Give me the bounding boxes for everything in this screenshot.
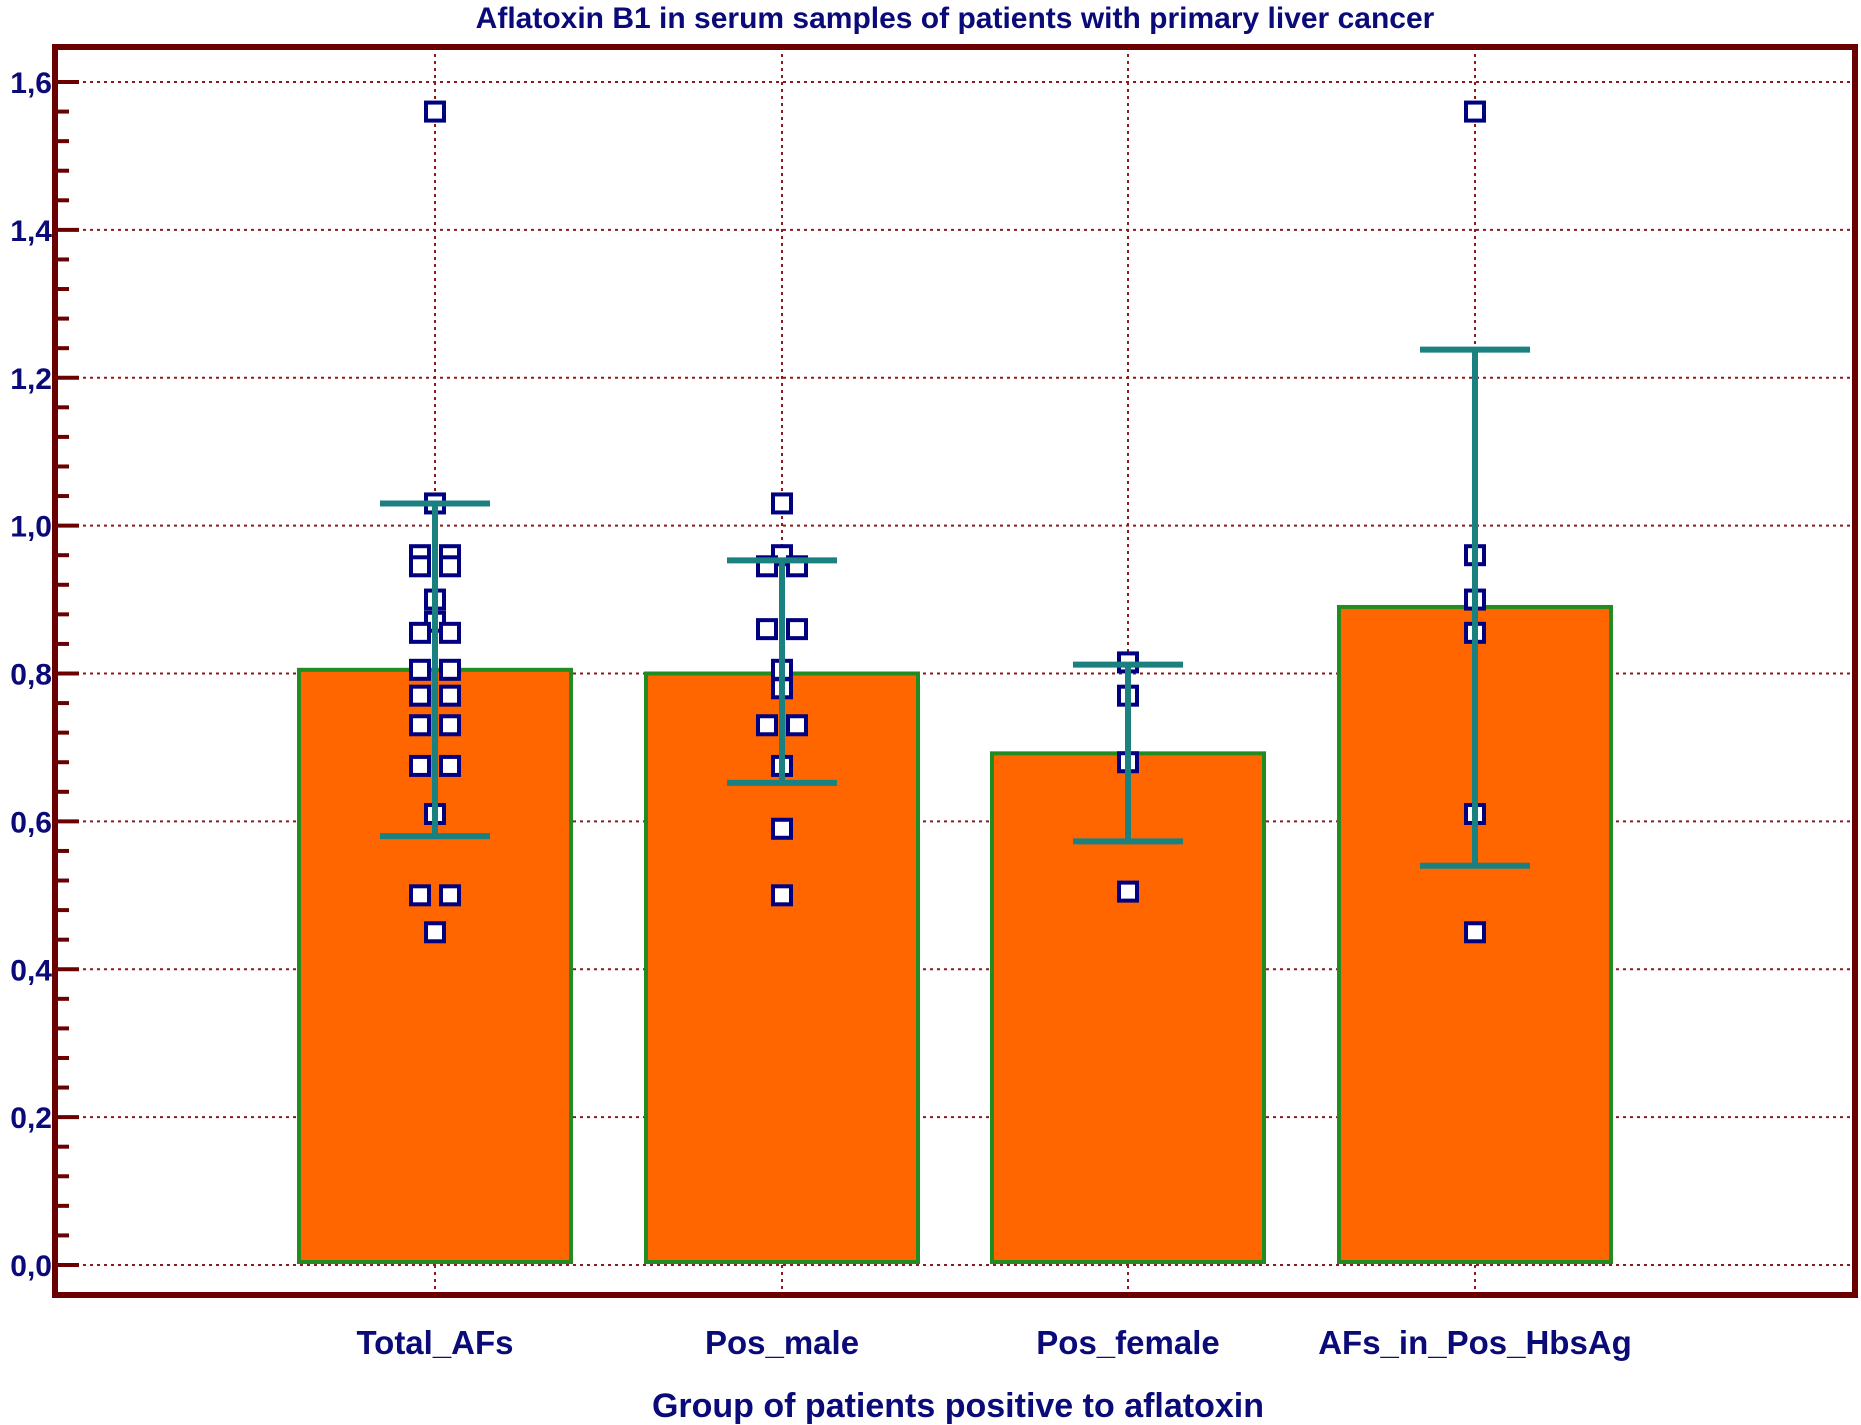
error-bars: [380, 346, 1530, 869]
data-point: [1117, 880, 1139, 903]
data-point: [409, 684, 431, 707]
chart-title: Aflatoxin B1 in serum samples of patient…: [476, 2, 1435, 35]
data-point: [409, 658, 431, 681]
y-tick-label: 0,0: [10, 1250, 52, 1283]
y-tick-label: 0,6: [10, 806, 52, 839]
data-point: [409, 555, 431, 578]
data-point: [1464, 100, 1486, 123]
y-tick-label: 1,6: [10, 67, 52, 100]
data-point: [786, 714, 808, 737]
y-axis-ticks: [55, 80, 79, 1267]
data-point: [439, 621, 461, 644]
data-point: [409, 754, 431, 777]
data-point: [756, 714, 778, 737]
data-point: [409, 884, 431, 907]
data-point: [424, 100, 446, 123]
x-category-label: Pos_male: [705, 1324, 859, 1361]
data-point: [439, 714, 461, 737]
x-category-label: Total_AFs: [356, 1324, 513, 1361]
data-point: [409, 621, 431, 644]
data-point: [439, 684, 461, 707]
y-axis-tick-labels: 0,0 0,2 0,4 0,6 0,8 1,0 1,2 1,4 1,6: [10, 67, 52, 1283]
y-tick-label: 1,2: [10, 363, 52, 396]
y-tick-label: 0,8: [10, 659, 52, 692]
data-point: [439, 555, 461, 578]
y-tick-label: 1,0: [10, 511, 52, 544]
data-point: [409, 714, 431, 737]
bars: [297, 604, 1613, 1264]
x-axis-label: Group of patients positive to aflatoxin: [652, 1387, 1264, 1425]
data-point: [424, 921, 446, 944]
y-tick-label: 1,4: [10, 215, 52, 248]
data-point: [771, 492, 793, 515]
data-point: [439, 884, 461, 907]
data-point: [771, 884, 793, 907]
x-category-label: AFs_in_Pos_HbsAg: [1318, 1324, 1632, 1361]
data-point: [439, 658, 461, 681]
data-point: [786, 618, 808, 641]
data-point: [771, 817, 793, 840]
y-tick-label: 0,4: [10, 954, 52, 987]
x-axis-category-labels: Total_AFs Pos_male Pos_female AFs_in_Pos_Hb…: [356, 1324, 1631, 1361]
data-point: [439, 754, 461, 777]
y-tick-label: 0,2: [10, 1102, 52, 1135]
plot-frame: [52, 44, 1858, 1298]
x-category-label: Pos_female: [1036, 1324, 1219, 1361]
data-point: [756, 618, 778, 641]
data-point: [1464, 921, 1486, 944]
